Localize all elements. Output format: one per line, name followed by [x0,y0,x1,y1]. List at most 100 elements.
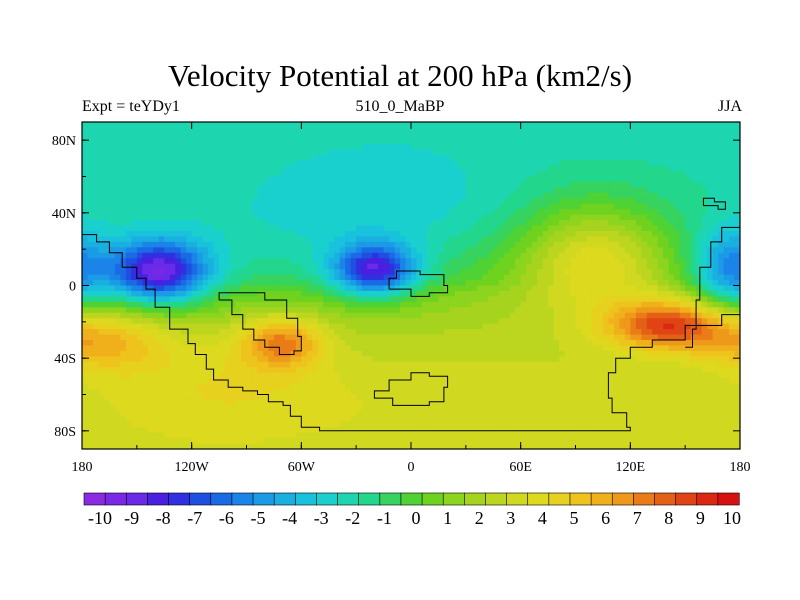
field-cell [668,231,675,238]
field-cell [432,165,440,172]
field-cell [537,258,544,265]
field-cell [98,263,105,270]
field-cell [284,312,291,319]
field-cell [657,307,664,314]
field-cell [646,258,653,265]
field-cell [427,160,434,167]
field-cell [454,318,461,325]
field-cell [197,323,204,330]
field-cell [295,231,302,238]
field-cell [416,290,423,297]
field-cell [372,154,379,161]
field-cell [438,312,445,319]
field-cell [219,181,226,188]
field-cell [164,225,171,232]
field-cell [295,301,302,308]
field-cell [339,307,346,314]
field-cell [268,160,275,167]
field-cell [241,263,248,270]
field-cell [235,340,242,347]
field-cell [120,214,127,221]
field-cell [251,312,259,319]
field-cell [624,301,631,308]
field-cell [92,280,100,287]
field-cell [262,231,270,238]
field-cell [367,312,374,319]
field-cell [509,176,516,183]
field-cell [235,138,242,145]
field-cell [301,154,308,161]
field-cell [542,154,549,161]
field-cell [652,307,659,314]
field-cell [246,312,253,319]
field-cell [668,312,675,319]
field-cell [345,312,352,319]
field-cell [597,269,604,276]
field-cell [383,231,390,238]
field-cell [136,329,143,336]
field-cell [432,236,440,243]
field-cell [482,143,489,150]
field-cell [230,231,237,238]
field-cell [548,132,555,139]
field-cell [723,252,730,259]
field-cell [668,274,675,281]
field-cell [273,241,280,248]
field-cell [411,285,418,292]
field-cell [208,225,215,232]
field-cell [312,334,319,341]
field-cell [619,241,626,248]
field-cell [663,274,670,281]
field-cell [427,296,434,303]
field-cell [400,247,407,254]
field-cell [663,122,670,129]
field-cell [520,258,527,265]
field-cell [262,127,270,134]
field-cell [202,149,209,156]
field-cell [361,160,368,167]
field-cell [701,187,708,194]
field-cell [219,269,226,276]
field-cell [246,301,253,308]
field-cell [449,301,456,308]
field-cell [674,241,681,248]
field-cell [663,258,670,265]
field-cell [290,290,297,297]
field-cell [465,214,472,221]
field-cell [696,296,703,303]
field-cell [279,274,286,281]
field-cell [372,231,379,238]
field-cell [515,307,522,314]
field-cell [339,345,346,352]
field-cell [487,143,494,150]
field-cell [301,138,308,145]
field-cell [619,225,626,232]
field-cell [630,220,637,227]
field-cell [383,154,390,161]
field-cell [235,220,242,227]
field-cell [169,203,176,210]
field-cell [449,307,456,314]
field-cell [328,214,335,221]
field-cell [405,203,412,210]
field-cell [295,154,302,161]
field-cell [251,209,259,216]
field-cell [312,122,319,129]
field-cell [246,236,253,243]
field-cell [718,122,725,129]
field-cell [559,312,566,319]
field-cell [498,165,505,172]
field-cell [493,334,500,341]
field-cell [729,138,736,145]
field-cell [482,274,489,281]
field-cell [389,318,396,325]
field-cell [367,252,374,259]
field-cell [564,280,571,287]
field-cell [630,241,637,248]
field-cell [279,307,286,314]
field-cell [372,301,379,308]
field-cell [734,334,740,341]
field-cell [241,307,248,314]
field-cell [262,269,270,276]
field-cell [197,198,204,205]
